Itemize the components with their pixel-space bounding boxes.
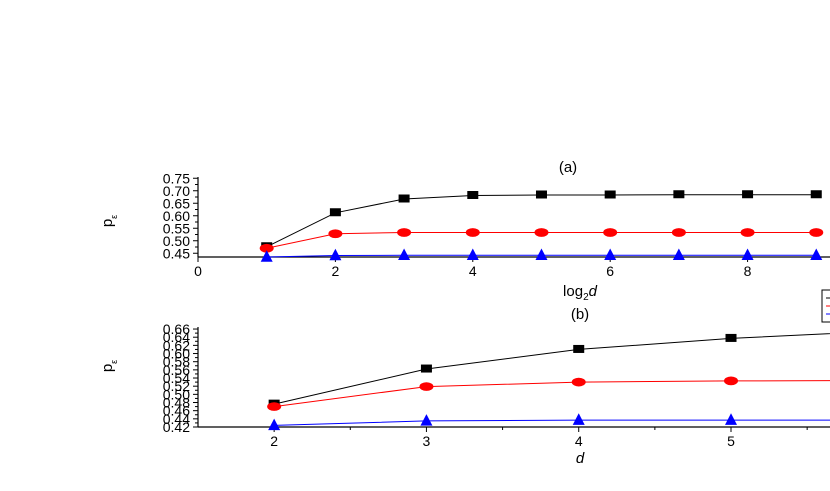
panel-a-series-2-point <box>328 229 343 239</box>
panel-b-series-2-point <box>267 402 282 411</box>
panel-a-xlabel: log2d <box>563 283 598 303</box>
panel-b-y-tick-label: 0.50 <box>163 386 190 402</box>
panel-b-series-2-point <box>419 382 434 391</box>
panel-a-series-2-point <box>671 228 686 237</box>
panel-b-series-2-point <box>724 376 739 386</box>
panel-b-y-tick-label: 0.46 <box>163 403 190 419</box>
panel-b-xlabel: d <box>576 450 585 467</box>
panel-b-x-tick-label: 4 <box>575 433 583 449</box>
panel-a-series-2-point <box>809 228 824 237</box>
panel-a-series-1-point <box>742 190 754 199</box>
panel-b-series-2-point <box>571 377 586 387</box>
panel-b-y-tick-label: 0.62 <box>163 337 190 353</box>
panel-b-series-3-point <box>572 413 585 425</box>
panel-a-y-tick-label: 0.75 <box>163 170 190 186</box>
panel-a-x-tick-label: 0 <box>194 263 202 279</box>
panel-b-series-3-point <box>420 414 433 426</box>
panel-a-ylabel: pε <box>99 215 119 227</box>
panel-b-series-3-point <box>725 413 738 425</box>
panel-b-y-tick-label: 0.60 <box>163 346 190 362</box>
panel-a-y-tick-label: 0.45 <box>163 245 190 261</box>
panel-b-series-1-point <box>725 333 737 342</box>
panel-a-series-2-point <box>259 243 274 253</box>
panel-a-series-1-point <box>604 190 616 199</box>
panel-a-series-3-point <box>466 248 479 261</box>
panel-b-y-tick-label: 0.48 <box>163 395 190 411</box>
panel-b-series-1-point <box>420 364 432 373</box>
panel-b-y-tick-label: 0.64 <box>163 329 190 345</box>
panel-b-ylabel: pε <box>99 360 119 372</box>
panel-b-series-1-line <box>273 333 830 405</box>
svg-text:pε: pε <box>99 360 119 372</box>
panel-a-series-2-point <box>740 228 755 237</box>
panel-a-series-2-point <box>465 228 480 237</box>
panel-a-series-1-point <box>810 190 822 199</box>
panel-a-series-3-point <box>535 248 548 261</box>
panel-a-series-3-point <box>329 248 342 261</box>
panel-b-y-tick-label: 0.56 <box>163 362 190 378</box>
panel-a-series-3-point <box>398 248 411 261</box>
panel-b-series-3-point <box>268 418 281 431</box>
panel-a-series-1-point <box>467 191 479 199</box>
panel-a-x-tick-label: 6 <box>606 263 614 279</box>
panel-a-y-tick-label: 0.60 <box>163 208 190 224</box>
panel-b-x-tick-label: 2 <box>270 433 278 449</box>
panel-b-series-3-line <box>274 419 830 426</box>
panel-a-series-1-point <box>398 194 410 203</box>
panel-b-y-tick-label: 0.42 <box>163 419 190 435</box>
panel-a-x-tick-label: 8 <box>744 263 752 279</box>
panel-a-title: (a) <box>559 159 577 176</box>
panel-b-y-tick-label: 0.66 <box>163 321 190 337</box>
panel-b-series-1-point <box>573 344 585 353</box>
panel-a-series-1-line <box>266 194 817 248</box>
panel-a-series-1-point <box>329 208 341 217</box>
panel-a-x-tick-label: 4 <box>469 263 477 279</box>
panel-a-series-3-point <box>260 250 273 262</box>
svg-text:pε: pε <box>99 215 119 227</box>
panel-b-y-tick-label: 0.54 <box>163 370 190 386</box>
panel-b-x-tick-label: 5 <box>727 433 735 449</box>
panel-a-series-2-point <box>534 228 549 237</box>
panel-a-series-2-point <box>397 228 412 237</box>
panel-b-x-tick-label: 3 <box>423 433 431 449</box>
panel-a-y-tick-label: 0.65 <box>163 195 190 211</box>
panel-a-series-1-point <box>673 190 685 199</box>
panel-b-y-tick-label: 0.52 <box>163 378 190 394</box>
panel-a-series-3-point <box>672 248 685 261</box>
panel-a-x-tick-label: 2 <box>331 263 339 279</box>
panel-a-series-1-point <box>535 190 547 199</box>
panel-b-y-tick-label: 0.58 <box>163 354 190 370</box>
panel-a-y-tick-label: 0.70 <box>163 183 190 199</box>
panel-a-series-3-point <box>741 248 754 261</box>
panel-a-series-3-point <box>810 248 823 261</box>
panel-b-y-tick-label: 0.44 <box>163 411 190 427</box>
panel-a-series-3-point <box>604 248 617 261</box>
panel-a-series-2-point <box>603 228 618 237</box>
panel-a-y-tick-label: 0.55 <box>163 220 190 236</box>
panel-a-y-tick-label: 0.50 <box>163 233 190 249</box>
chart-marks: 0.450.500.550.600.650.700.750 2 4 6 80.420.4… <box>163 170 830 449</box>
panel-b-title: (b) <box>571 306 589 323</box>
